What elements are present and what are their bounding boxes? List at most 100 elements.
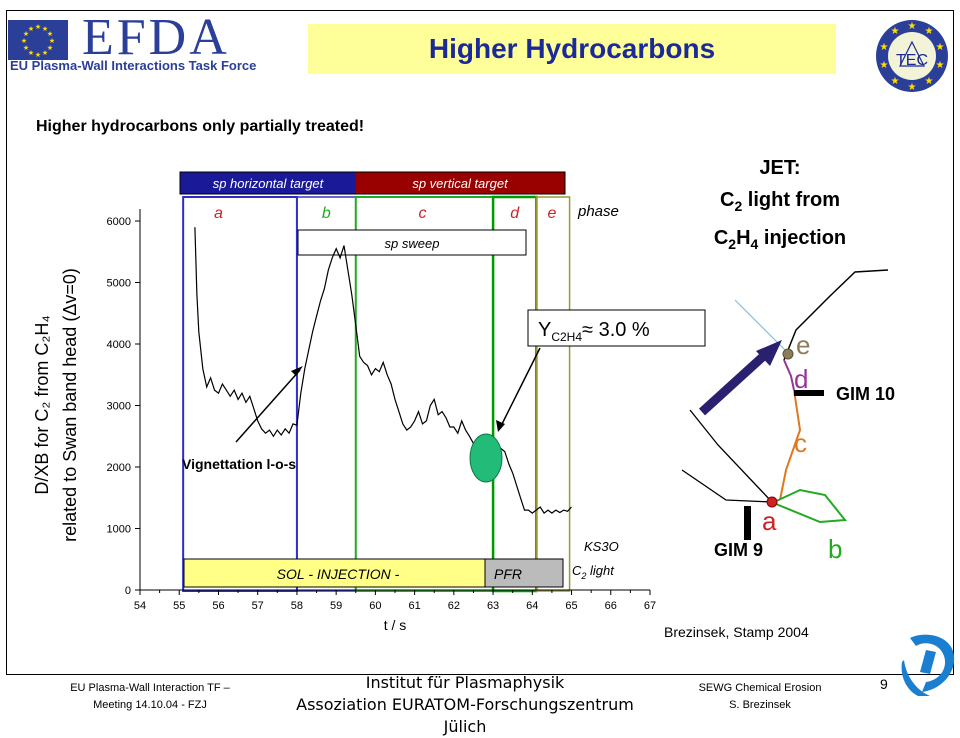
vignetting-label: Vignettation l-o-s bbox=[182, 456, 296, 472]
shot-label-2-sub: 2 bbox=[580, 571, 586, 581]
svg-text:★: ★ bbox=[936, 42, 945, 53]
svg-text:★: ★ bbox=[28, 49, 34, 57]
horizontal-target-bar bbox=[180, 172, 356, 194]
diagram-label-c: c bbox=[794, 428, 807, 458]
y-tick-label: 6000 bbox=[107, 216, 131, 228]
x-tick-label: 67 bbox=[644, 600, 656, 612]
phase-a-region bbox=[182, 196, 298, 592]
phase-label-c: c bbox=[418, 205, 426, 222]
svg-text:★: ★ bbox=[47, 30, 53, 38]
phase-bar-frame bbox=[179, 171, 566, 195]
efda-logo-text: EFDA bbox=[82, 9, 230, 66]
svg-text:★: ★ bbox=[891, 76, 900, 87]
svg-text:★: ★ bbox=[28, 25, 34, 33]
tec-logo-icon: ★ ★ ★ ★ ★ ★ ★ ★ ★ ★ TEC bbox=[874, 12, 950, 102]
phase-e-region bbox=[535, 196, 571, 592]
frame-left bbox=[6, 10, 7, 674]
title-background bbox=[308, 24, 836, 74]
yield-label-b: ≈ 3.0 % bbox=[582, 319, 650, 341]
yield-arrow-head bbox=[496, 420, 505, 432]
svg-text:★: ★ bbox=[880, 60, 889, 71]
phase-d-region bbox=[491, 195, 538, 593]
svg-text:★: ★ bbox=[42, 25, 48, 33]
y-axis-label-line1: D/XB for C₂ from C₂H₄ bbox=[32, 315, 52, 494]
frame-top bbox=[6, 10, 954, 11]
pfr-label: PFR bbox=[494, 566, 522, 582]
x-tick-label: 58 bbox=[291, 600, 303, 612]
jet-label-line1: JET: bbox=[759, 157, 801, 179]
jet-label-line3: C2H4 injection bbox=[713, 226, 847, 252]
wall-segment-d bbox=[783, 359, 795, 391]
gim10-probe bbox=[794, 390, 824, 396]
horizontal-target-label: sp horizontal target bbox=[213, 176, 325, 191]
vertical-target-label: sp vertical target bbox=[412, 176, 509, 191]
yield-label-a: Y bbox=[538, 319, 551, 341]
gim9-probe bbox=[744, 506, 751, 540]
footer-mid-line2: Assoziation EURATOM-Forschungszentrum Jü… bbox=[296, 695, 634, 736]
svg-text:★: ★ bbox=[936, 60, 945, 71]
frame-bottom bbox=[6, 674, 954, 675]
injection-bar bbox=[183, 558, 486, 588]
svg-text:★: ★ bbox=[42, 49, 48, 57]
phase-word: phase bbox=[577, 203, 619, 220]
page-title: Higher Hydrocarbons bbox=[428, 33, 716, 64]
svg-text:★: ★ bbox=[49, 37, 55, 45]
diagram-label-a: a bbox=[762, 506, 777, 536]
sweep-label: sp sweep bbox=[385, 236, 440, 251]
footer-institute: Institut für Plasmaphysik Assoziation EU… bbox=[280, 672, 650, 738]
point-a bbox=[766, 496, 778, 508]
tec-text: TEC bbox=[896, 52, 928, 69]
diagram-label-e: e bbox=[796, 330, 810, 360]
x-tick-label: 55 bbox=[173, 600, 185, 612]
x-tick-label: 64 bbox=[526, 600, 538, 612]
x-tick-label: 61 bbox=[408, 600, 420, 612]
gim10-label: GIM 10 bbox=[836, 384, 895, 404]
svg-text:★: ★ bbox=[21, 37, 27, 45]
phase-label-a: a bbox=[214, 205, 223, 222]
wall-segment-c bbox=[779, 389, 802, 501]
footer-left-line1: EU Plasma-Wall Interaction TF – bbox=[70, 682, 230, 694]
vignetting-arrow-line bbox=[235, 369, 301, 443]
x-tick-label: 60 bbox=[369, 600, 381, 612]
chart-canvas: sp horizontal target sp vertical target a… bbox=[32, 171, 895, 633]
phase-label-d: d bbox=[510, 205, 520, 222]
vertical-target-bar bbox=[356, 172, 565, 194]
svg-text:★: ★ bbox=[47, 44, 53, 52]
fzj-logo-icon bbox=[896, 630, 960, 700]
footer-left-line2: Meeting 14.10.04 - FZJ bbox=[93, 699, 207, 711]
y-tick-label: 5000 bbox=[107, 278, 131, 290]
shot-label-1: KS3O bbox=[584, 539, 619, 554]
shot-label-2: C2 light bbox=[572, 563, 615, 581]
footer-right-line2: S. Brezinsek bbox=[729, 699, 791, 711]
footer-mid-line1: Institut für Plasmaphysik bbox=[365, 673, 565, 692]
phase-label-b: b bbox=[322, 205, 331, 222]
view-arrow-shaft bbox=[698, 348, 772, 416]
view-arrow-head bbox=[756, 340, 782, 366]
x-tick-label: 62 bbox=[448, 600, 460, 612]
diagram-label-d: d bbox=[794, 364, 808, 394]
footer-left: EU Plasma-Wall Interaction TF – Meeting … bbox=[30, 680, 270, 714]
shot-label-2-b: light bbox=[586, 563, 615, 578]
wall-segment-b bbox=[771, 488, 847, 524]
x-tick-label: 63 bbox=[487, 600, 499, 612]
x-axis-label: t / s bbox=[384, 617, 407, 633]
yield-arrow-line bbox=[499, 347, 541, 429]
svg-text:★: ★ bbox=[908, 82, 917, 93]
y-tick-label: 0 bbox=[125, 585, 131, 597]
x-tick-label: 66 bbox=[605, 600, 617, 612]
svg-text:★: ★ bbox=[23, 44, 29, 52]
point-e bbox=[782, 348, 794, 360]
injection-label: SOL - INJECTION - bbox=[277, 566, 400, 582]
frame-right bbox=[953, 10, 954, 674]
gim9-label: GIM 9 bbox=[714, 540, 763, 560]
y-axis-label-line2: related to Swan band head (Δv=0) bbox=[60, 268, 80, 542]
wall-upper bbox=[783, 269, 889, 361]
page-number: 9 bbox=[880, 676, 888, 692]
phase-c-region bbox=[354, 196, 495, 592]
x-tick-label: 56 bbox=[212, 600, 224, 612]
svg-text:★: ★ bbox=[925, 26, 934, 37]
yield-label: YC2H4≈ 3.0 % bbox=[538, 319, 650, 344]
svg-text:★: ★ bbox=[35, 23, 41, 31]
phase-label-e: e bbox=[547, 205, 556, 222]
svg-text:★: ★ bbox=[35, 51, 41, 59]
